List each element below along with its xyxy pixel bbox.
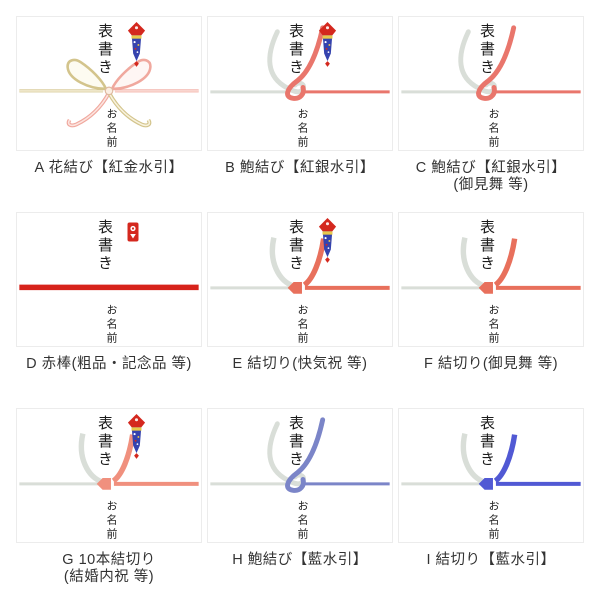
onamae-text: お名前 <box>487 304 500 346</box>
noshi-stamp-icon <box>127 222 139 242</box>
noshi-card-b: 表書き お名前 B 鮑結び【紅銀水引】 <box>207 16 393 194</box>
omotegaki-text: 表書き <box>287 219 305 273</box>
noshi-paper-g: 表書き お名前 <box>16 408 202 543</box>
noshi-ornament-icon <box>126 413 147 459</box>
card-caption: E 結切り(快気祝 等) <box>232 356 368 372</box>
omotegaki-text: 表書き <box>478 219 496 273</box>
omotegaki-text: 表書き <box>478 23 496 77</box>
noshi-paper-f: 表書き お名前 <box>398 212 584 347</box>
noshi-card-e: 表書き お名前 E 結切り(快気祝 等) <box>207 212 393 390</box>
omotegaki-text: 表書き <box>96 23 114 77</box>
omotegaki-text: 表書き <box>96 415 114 469</box>
onamae-text: お名前 <box>487 108 500 150</box>
omotegaki-text: 表書き <box>287 23 305 77</box>
noshi-paper-b: 表書き お名前 <box>207 16 393 151</box>
noshi-ornament-icon <box>317 21 338 67</box>
card-caption: A 花結び【紅金水引】 <box>34 160 184 176</box>
noshi-card-d: 表書き お名前 D 赤棒(粗品・記念品 等) <box>16 212 202 390</box>
noshi-paper-c: 表書き お名前 <box>398 16 584 151</box>
onamae-text: お名前 <box>105 108 118 150</box>
omotegaki-text: 表書き <box>96 219 114 273</box>
onamae-text: お名前 <box>296 108 309 150</box>
noshi-card-f: 表書き お名前 F 結切り(御見舞 等) <box>398 212 584 390</box>
noshi-paper-h: 表書き お名前 <box>207 408 393 543</box>
card-caption: B 鮑結び【紅銀水引】 <box>225 160 375 176</box>
noshi-card-c: 表書き お名前 C 鮑結び【紅銀水引】 (御見舞 等) <box>398 16 584 194</box>
onamae-text: お名前 <box>105 304 118 346</box>
onamae-text: お名前 <box>296 500 309 542</box>
omotegaki-text: 表書き <box>287 415 305 469</box>
noshi-paper-a: 表書き お名前 <box>16 16 202 151</box>
card-caption: I 結切り【藍水引】 <box>426 552 556 568</box>
onamae-text: お名前 <box>296 304 309 346</box>
noshi-paper-e: 表書き お名前 <box>207 212 393 347</box>
noshi-paper-d: 表書き お名前 <box>16 212 202 347</box>
noshi-sample-grid: 表書き お名前 A 花結び【紅金水引】 表書き お名前 B 鮑結び【紅銀水引】 … <box>16 16 584 586</box>
card-caption: H 鮑結び【藍水引】 <box>232 552 368 568</box>
onamae-text: お名前 <box>487 500 500 542</box>
omotegaki-text: 表書き <box>478 415 496 469</box>
card-caption: F 結切り(御見舞 等) <box>423 356 559 372</box>
noshi-ornament-icon <box>317 217 338 263</box>
card-caption: D 赤棒(粗品・記念品 等) <box>26 356 192 372</box>
noshi-card-i: 表書き お名前 I 結切り【藍水引】 <box>398 408 584 586</box>
noshi-ornament-icon <box>126 21 147 67</box>
card-caption: C 鮑結び【紅銀水引】 (御見舞 等) <box>415 160 567 193</box>
noshi-card-a: 表書き お名前 A 花結び【紅金水引】 <box>16 16 202 194</box>
card-caption: G 10本結切り (結婚内祝 等) <box>62 552 156 585</box>
noshi-paper-i: 表書き お名前 <box>398 408 584 543</box>
noshi-card-h: 表書き お名前 H 鮑結び【藍水引】 <box>207 408 393 586</box>
onamae-text: お名前 <box>105 500 118 542</box>
noshi-card-g: 表書き お名前 G 10本結切り (結婚内祝 等) <box>16 408 202 586</box>
